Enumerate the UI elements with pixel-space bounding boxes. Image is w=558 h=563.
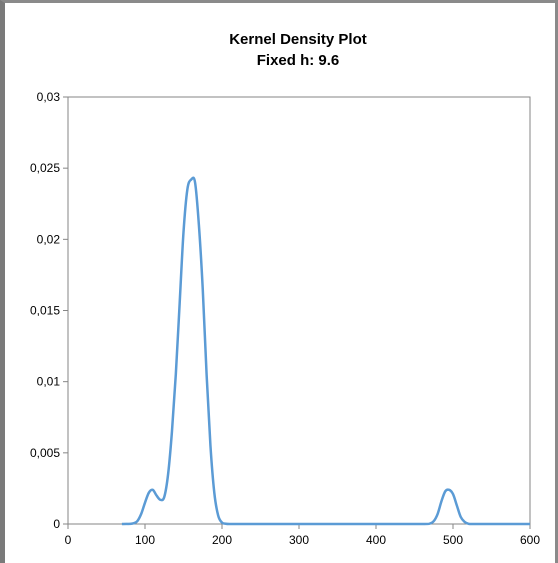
- y-tick-label: 0,01: [37, 375, 61, 389]
- y-tick-label: 0,03: [37, 90, 61, 104]
- x-tick-label: 0: [65, 533, 72, 547]
- density-curve: [121, 176, 530, 526]
- y-tick-label: 0,025: [30, 161, 60, 175]
- plot-area: [67, 96, 531, 525]
- x-tick-label: 500: [443, 533, 463, 547]
- chart-title: Kernel Density Plot: [229, 31, 367, 48]
- y-tick-label: 0,015: [30, 304, 60, 318]
- x-tick-label: 300: [289, 533, 309, 547]
- y-tick-label: 0,005: [30, 446, 60, 460]
- y-tick-label: 0,02: [37, 232, 61, 246]
- x-tick-label: 400: [366, 533, 386, 547]
- chart-subtitle: Fixed h: 9.6: [257, 52, 340, 69]
- x-tick-label: 200: [212, 533, 232, 547]
- x-tick-label: 100: [135, 533, 155, 547]
- y-tick-label: 0: [53, 517, 60, 531]
- x-tick-label: 600: [520, 533, 540, 547]
